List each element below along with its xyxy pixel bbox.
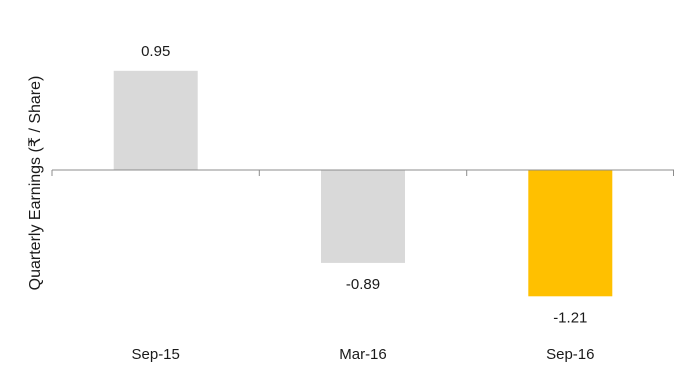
data-label-mar-16: -0.89 <box>346 276 380 293</box>
data-labels-group: 0.95 -0.89 -1.21 <box>141 43 587 326</box>
bar-sep-15 <box>113 70 198 170</box>
bar-sep-16 <box>528 170 613 297</box>
y-axis-title: Quarterly Earnings (₹ / Share) <box>27 76 44 291</box>
data-label-sep-15: 0.95 <box>141 43 170 60</box>
bar-mar-16 <box>321 170 405 263</box>
x-tick-label-sep-16: Sep-16 <box>546 346 594 363</box>
x-tick-labels-group: Sep-15 Mar-16 Sep-16 <box>132 346 595 363</box>
bars-group <box>113 70 613 297</box>
x-tick-label-sep-15: Sep-15 <box>132 346 180 363</box>
data-label-sep-16: -1.21 <box>553 309 587 326</box>
x-tick-label-mar-16: Mar-16 <box>339 346 387 363</box>
